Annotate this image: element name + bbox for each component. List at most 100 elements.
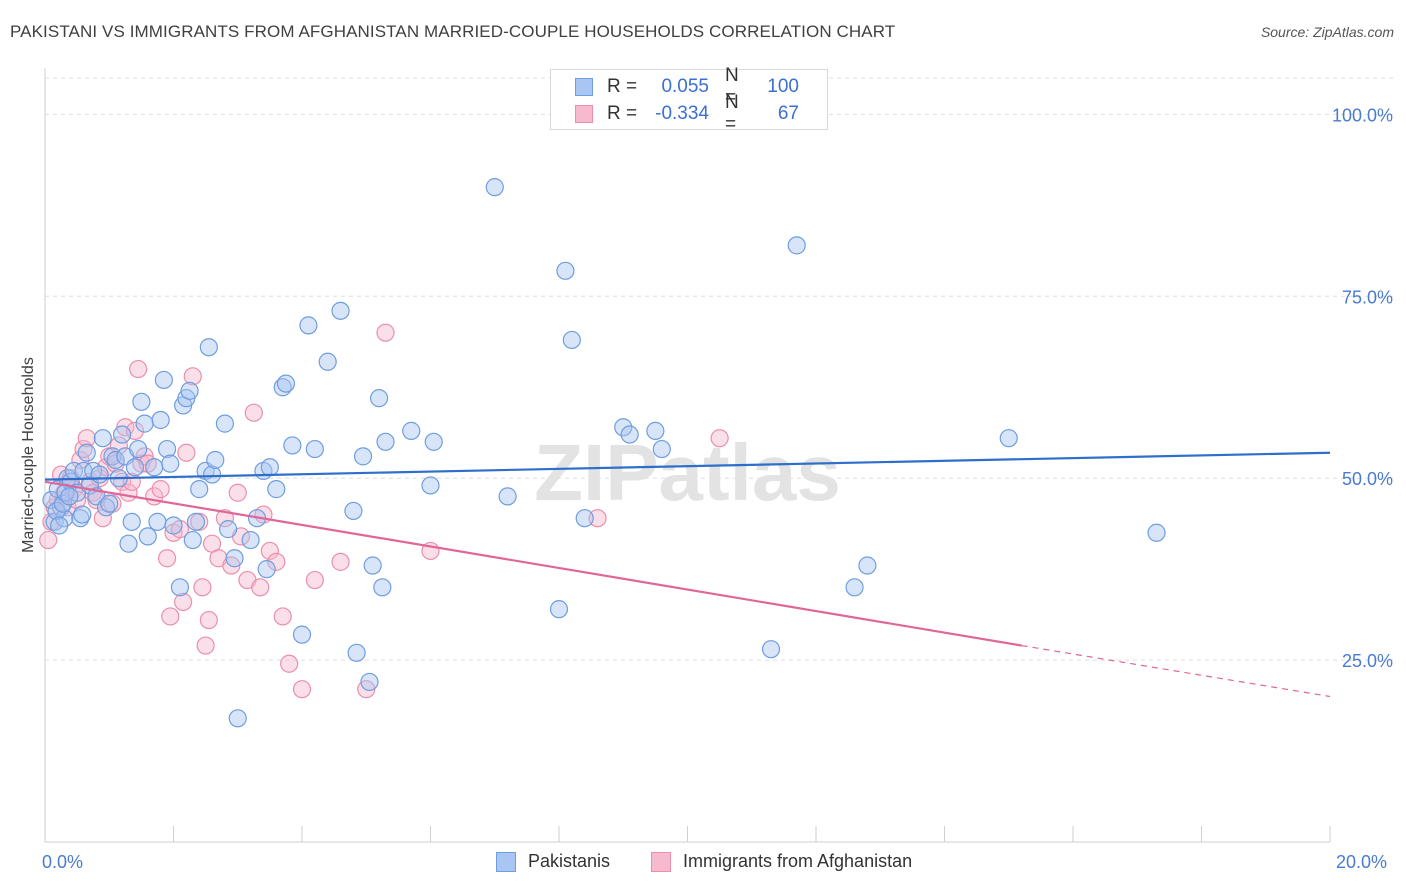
axes — [44, 68, 1331, 843]
pakistani-point — [151, 410, 170, 430]
pakistani-point — [228, 709, 247, 728]
pakistani-point — [620, 425, 639, 444]
afghan-point — [292, 680, 312, 699]
pakistani-point — [90, 465, 109, 484]
pakistani-point — [363, 556, 382, 575]
pakistani-point — [202, 465, 222, 484]
pakistani-point — [225, 549, 244, 568]
pakistani-point — [549, 600, 569, 619]
y-tick-label: 75.0% — [1342, 287, 1393, 307]
pakistani-point — [376, 432, 395, 451]
legend-n-value: 100 — [767, 76, 799, 97]
afghan-point — [183, 367, 202, 386]
legend-row-pakistanis: R = 0.055 N = 100 — [575, 65, 799, 108]
legend-item-afghan[interactable]: Immigrants from Afghanistan — [651, 851, 912, 872]
y-tick-label: 25.0% — [1342, 651, 1393, 671]
afghan-point — [305, 570, 324, 590]
pakistani-point — [125, 458, 145, 477]
afghan-point — [161, 607, 180, 626]
afghan-point — [174, 592, 193, 611]
afghan-point — [273, 607, 292, 626]
pakistani-point — [148, 512, 167, 531]
pakistani-point — [360, 672, 379, 692]
afghan-point — [199, 610, 218, 630]
legend-row-afghan: R = -0.334 N = 67 — [575, 92, 799, 135]
legend-r-value: -0.334 — [655, 103, 709, 124]
pakistani-point — [292, 625, 312, 644]
pakistani-point — [219, 520, 238, 539]
pakistani-point — [999, 429, 1018, 448]
pakistani-point — [562, 330, 581, 350]
trend-lines — [44, 451, 1331, 698]
pakistani-point — [206, 450, 225, 470]
pakistani-point — [305, 439, 324, 459]
pakistanis-swatch — [496, 851, 516, 872]
pakistani-point — [276, 374, 296, 393]
afghan-swatch — [651, 851, 671, 872]
pakistani-trend-line — [44, 451, 1331, 481]
pakistani-point — [646, 421, 665, 440]
pakistani-point — [267, 480, 286, 499]
pakistani-point — [157, 439, 177, 459]
pakistani-point — [498, 487, 517, 506]
pakistani-point — [331, 301, 350, 320]
pakistani-point — [556, 261, 575, 280]
correlation-legend: R = 0.055 N = 100 R = -0.334 N = 67 — [550, 65, 828, 135]
afghan-point — [77, 429, 96, 448]
pakistani-point — [132, 392, 151, 411]
pakistani-point — [373, 578, 392, 597]
legend-item-label: Pakistanis — [528, 851, 611, 871]
pakistani-point — [761, 640, 781, 659]
pakistani-point — [170, 578, 190, 597]
pakistani-point — [154, 370, 173, 390]
afghan-swatch — [575, 105, 593, 123]
pakistani-point — [145, 458, 164, 477]
pakistani-point — [260, 458, 279, 477]
y-tick-label: 100.0% — [1332, 105, 1393, 125]
pakistani-point — [299, 316, 318, 335]
pakistanis-swatch — [575, 78, 593, 96]
afghan-point — [151, 480, 170, 499]
afghan-point — [196, 636, 215, 655]
legend-item-pakistanis[interactable]: Pakistanis — [496, 851, 610, 872]
source-label: Source: ZipAtlas.com — [1260, 24, 1394, 40]
pakistani-point — [183, 530, 202, 550]
x-tick-min: 0.0% — [42, 852, 84, 872]
pakistani-point — [112, 425, 132, 444]
pakistani-point — [370, 389, 389, 408]
y-tick-label: 50.0% — [1342, 469, 1393, 489]
pakistani-point — [135, 414, 154, 433]
y-tick-labels: 25.0% 50.0% 75.0% 100.0% — [1332, 105, 1393, 671]
afghan-point — [710, 429, 729, 448]
pakistani-point — [199, 338, 218, 357]
pakistani-point — [215, 414, 234, 433]
afghan-point — [260, 541, 279, 561]
afghan-point — [267, 552, 286, 571]
pakistani-point — [93, 429, 112, 448]
legend-item-label: Immigrants from Afghanistan — [683, 851, 913, 871]
watermark: ZIPatlas — [534, 428, 841, 517]
pakistani-point — [424, 432, 443, 451]
afghan-point — [280, 654, 299, 673]
legend-n-label: N = — [725, 92, 739, 135]
afghan-point — [109, 436, 128, 455]
pakistani-point — [73, 505, 92, 524]
afghan-point — [588, 509, 607, 528]
pakistani-point — [347, 643, 366, 662]
pakistani-point — [53, 494, 73, 513]
legend-n-value: 67 — [777, 103, 799, 124]
legend-r-label: R = — [607, 103, 638, 124]
pakistani-point — [138, 527, 157, 546]
pakistani-point — [421, 476, 440, 495]
pakistani-point — [190, 480, 209, 499]
pakistani-point — [652, 439, 671, 459]
pakistani-point — [180, 381, 199, 400]
legend-r-label: R = — [607, 76, 638, 97]
pakistani-point — [60, 487, 79, 506]
afghan-point — [129, 359, 148, 379]
pakistani-point — [50, 516, 69, 535]
legend-r-value: 0.055 — [661, 76, 709, 97]
afghan-point — [251, 578, 270, 597]
pakistani-point — [119, 534, 138, 553]
